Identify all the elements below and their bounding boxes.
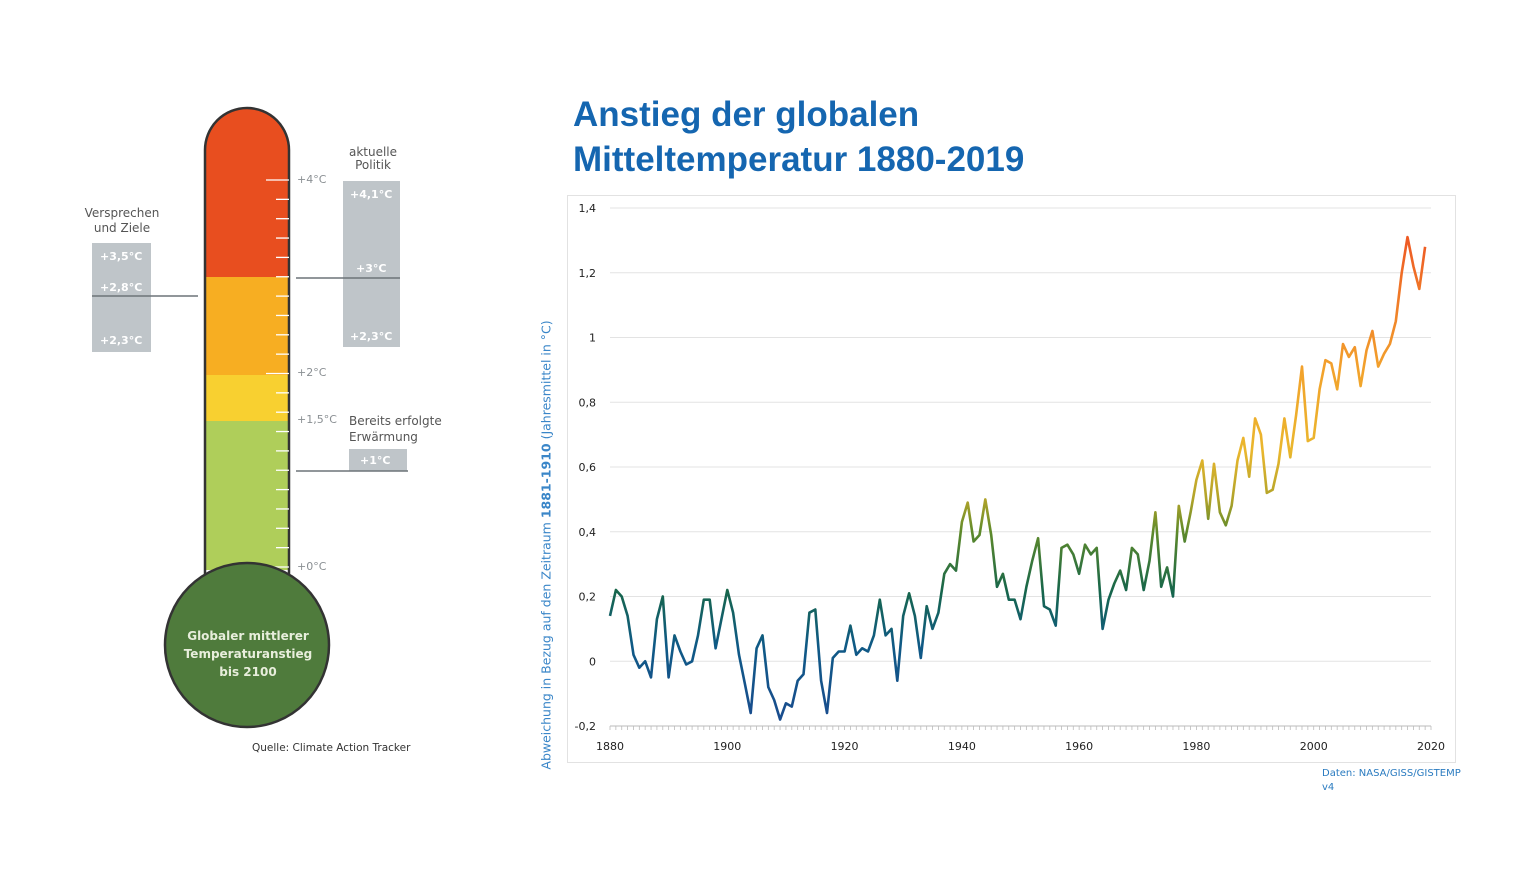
x-tick-label: 2020	[1417, 740, 1445, 753]
y-tick-label: 0,2	[579, 591, 597, 604]
data-source: Daten: NASA/GISS/GISTEMP v4	[1322, 767, 1462, 795]
warming-heading: Bereits erfolgte Erwärmung	[349, 413, 442, 445]
y-tick-label: 1,4	[579, 202, 597, 215]
policy-value-low: +2,3°C	[350, 330, 393, 343]
policy-value-mid: +3°C	[356, 262, 387, 275]
scale-label-4: +4°C	[297, 173, 327, 186]
promises-value-high: +3,5°C	[100, 250, 143, 263]
policy-value-high: +4,1°C	[350, 188, 393, 201]
promises-box	[92, 243, 151, 352]
x-tick-label: 1880	[596, 740, 624, 753]
warming-value: +1°C	[360, 454, 391, 467]
x-tick-label: 1960	[1065, 740, 1093, 753]
y-tick-label: -0,2	[575, 720, 596, 733]
warming-box	[349, 449, 407, 471]
policy-heading-line: aktuelle	[348, 145, 398, 159]
warming-heading-line: Bereits erfolgte	[349, 414, 442, 428]
thermo-red-zone	[205, 108, 289, 278]
y-tick-label: 0,8	[579, 396, 597, 409]
x-tick-label: 2000	[1300, 740, 1328, 753]
temperature-series-line	[608, 235, 1427, 721]
x-tick-label: 1980	[1182, 740, 1210, 753]
bulb-text: Globaler mittlerer Temperaturanstieg bis…	[167, 627, 329, 681]
thermo-orange-zone	[205, 277, 289, 375]
promises-value-low: +2,3°C	[100, 334, 143, 347]
x-tick-label: 1940	[948, 740, 976, 753]
chart-title-line: Anstieg der globalen	[573, 95, 920, 134]
y-tick-label: 0,4	[579, 526, 597, 539]
data-source-line: Daten: NASA/GISS/GISTEMP	[1322, 768, 1461, 779]
scale-label-0: +0°C	[297, 560, 327, 573]
bulb-text-line: Temperaturanstieg	[183, 647, 313, 661]
policy-box	[343, 181, 400, 347]
thermo-bulb	[163, 561, 331, 729]
chart-title: Anstieg der globalen Mitteltemperatur 18…	[573, 92, 1024, 182]
promises-value-mid: +2,8°C	[100, 281, 143, 294]
scale-label-1-5: +1,5°C	[297, 413, 337, 426]
bulb-text-line: bis 2100	[219, 665, 277, 679]
y-tick-label: 0	[589, 655, 596, 668]
x-tick-label: 1900	[713, 740, 741, 753]
data-source-line: v4	[1322, 782, 1335, 793]
thermo-green-zone	[205, 421, 289, 570]
promises-heading: Versprechen und Ziele	[72, 206, 172, 236]
chart-frame	[567, 195, 1456, 763]
policy-heading: aktuelle Politik	[323, 146, 423, 172]
y-tick-label: 0,6	[579, 461, 597, 474]
promises-heading-line: Versprechen	[84, 206, 160, 220]
y-tick-label: 1	[589, 332, 596, 345]
thermometer-source: Quelle: Climate Action Tracker	[252, 742, 411, 754]
bulb-text-line: Globaler mittlerer	[187, 629, 309, 643]
y-tick-label: 1,2	[579, 267, 597, 280]
warming-heading-line: Erwärmung	[349, 430, 418, 444]
promises-heading-line: und Ziele	[93, 221, 151, 235]
scale-label-2: +2°C	[297, 366, 327, 379]
x-tick-label: 1920	[831, 740, 859, 753]
thermo-yellow-zone	[205, 375, 289, 422]
policy-heading-line: Politik	[355, 158, 391, 172]
thermometer-graphic	[92, 106, 408, 729]
chart-title-line: Mitteltemperatur 1880-2019	[573, 140, 1025, 179]
